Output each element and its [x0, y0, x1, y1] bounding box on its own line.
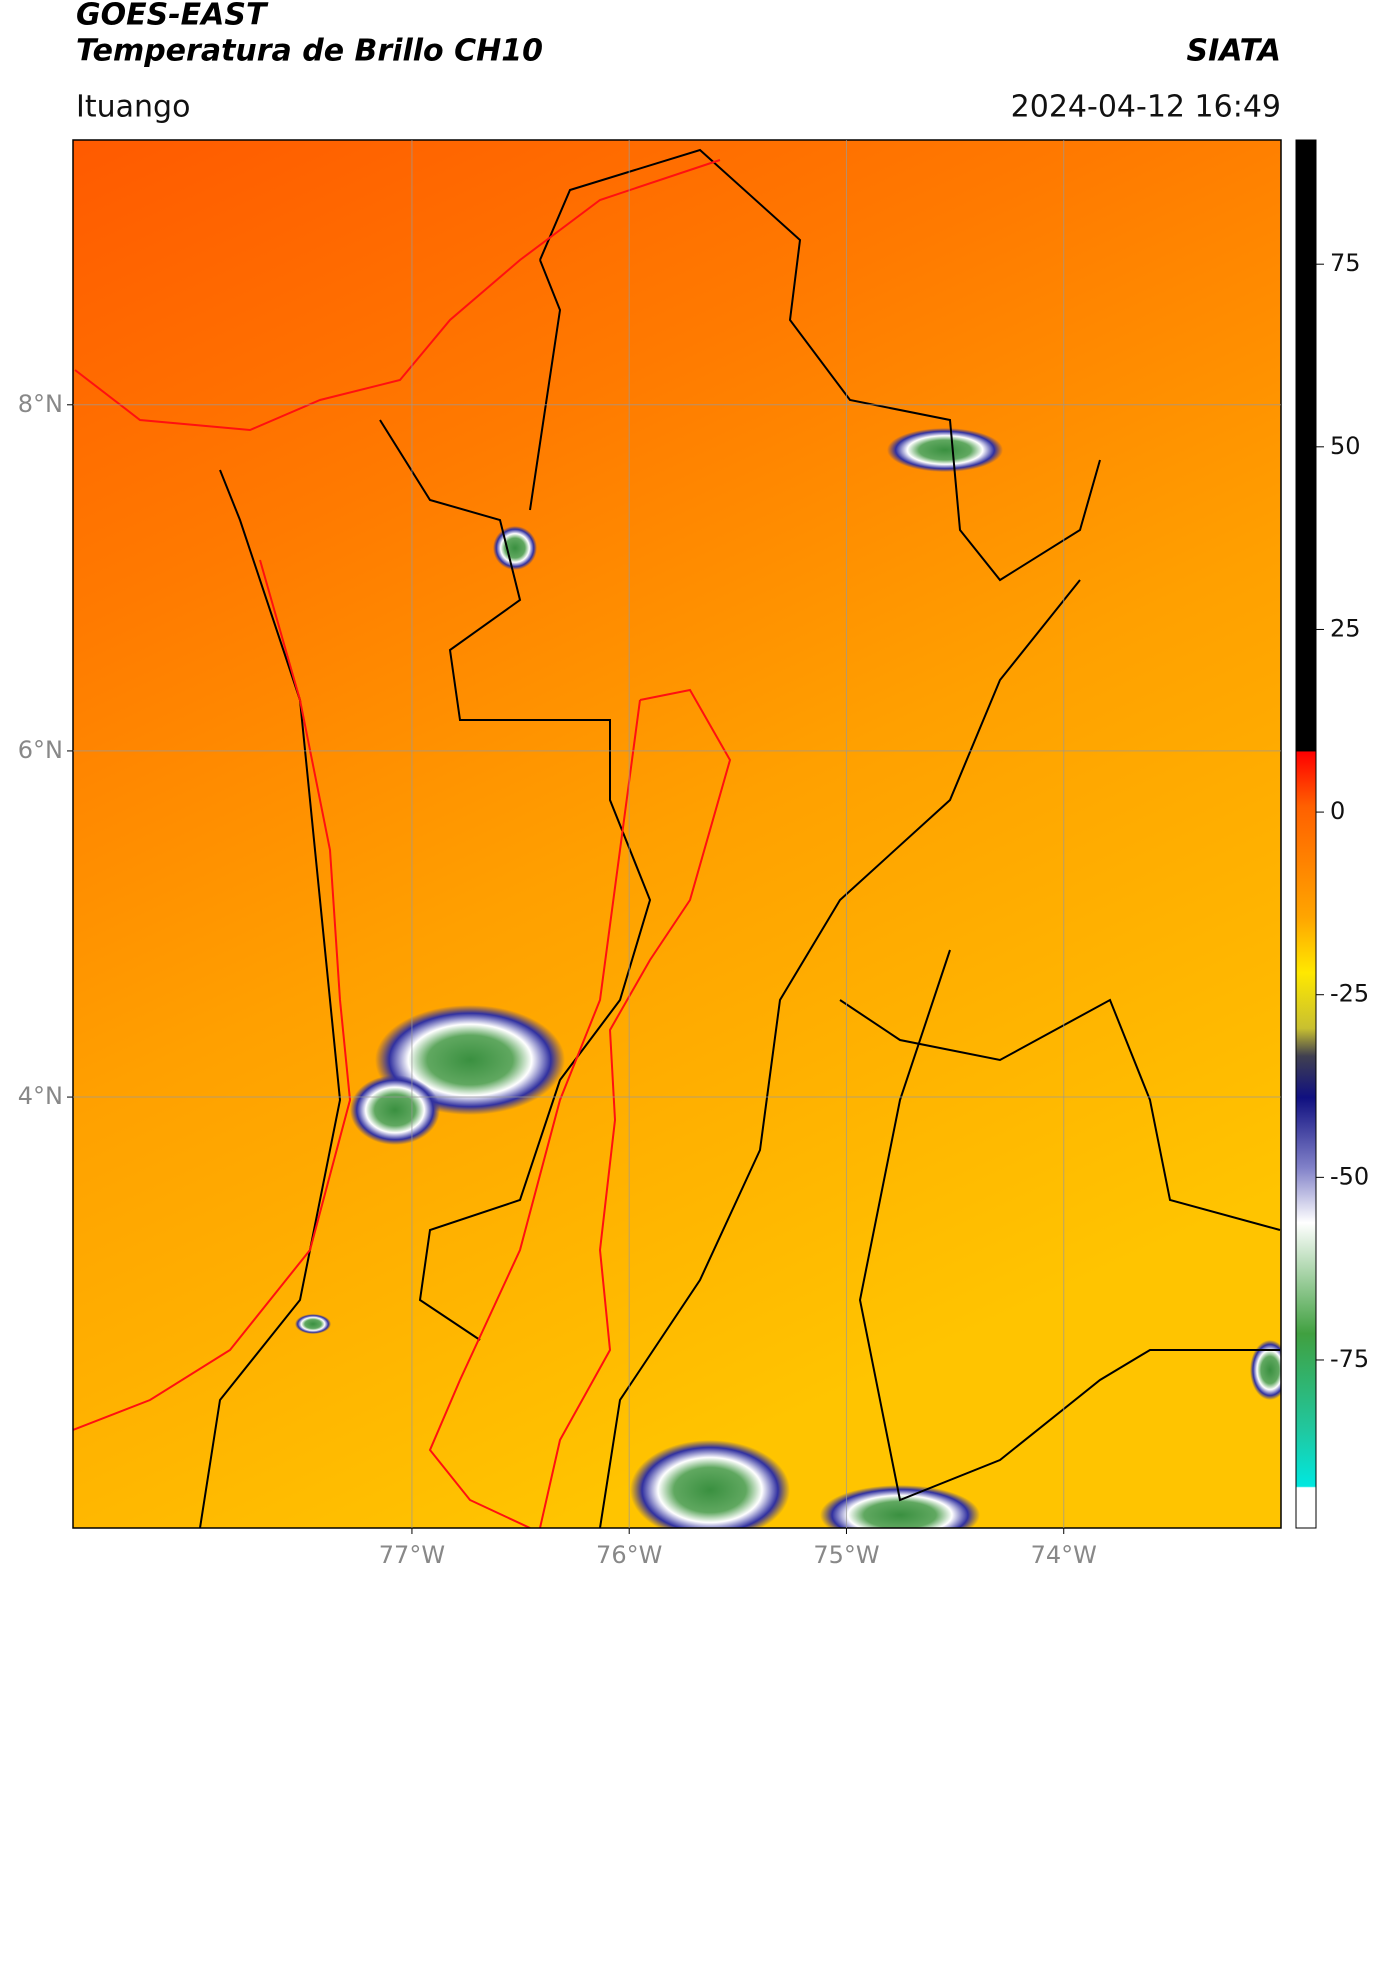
lon-label: 75°W — [813, 1541, 879, 1569]
boundary-red — [428, 699, 641, 1528]
map-background — [73, 140, 1281, 1528]
coast — [73, 559, 352, 1431]
colorbar-label: -75 — [1330, 1345, 1369, 1373]
boundary — [599, 579, 1081, 1528]
boundary-red — [539, 688, 732, 1528]
title: GOES-EAST — [76, 0, 269, 33]
colorbar — [1295, 139, 1317, 1529]
lat-label: 8°N — [18, 390, 63, 418]
cloud — [1250, 1340, 1281, 1400]
map-frame — [72, 139, 1282, 1529]
boundary — [379, 419, 652, 1341]
lat-label: 6°N — [18, 736, 63, 764]
colorbar-label: 75 — [1330, 249, 1361, 277]
cloud — [887, 428, 1003, 472]
cloud — [820, 1485, 980, 1528]
boundary — [839, 998, 1281, 1231]
location: Ituango — [76, 90, 190, 125]
cloud — [295, 1314, 331, 1334]
boundary — [858, 949, 1280, 1502]
cloud — [630, 1440, 790, 1528]
lon-label: 76°W — [596, 1541, 662, 1569]
lon-label: 74°W — [1031, 1541, 1097, 1569]
datetime: 2024-04-12 16:49 — [1011, 90, 1281, 125]
cloud — [493, 526, 537, 570]
map — [73, 140, 1281, 1528]
colorbar-label: 50 — [1330, 432, 1361, 460]
subtitle: Temperatura de Brillo CH10 — [76, 34, 543, 69]
boundary — [539, 148, 1101, 582]
lon-label: 77°W — [379, 1541, 445, 1569]
boundary — [199, 469, 342, 1528]
coast — [74, 159, 721, 432]
boundary — [529, 259, 562, 511]
colorbar-label: 25 — [1330, 614, 1361, 642]
lat-label: 4°N — [18, 1082, 63, 1110]
cloud — [350, 1075, 440, 1145]
colorbar-label: -25 — [1330, 980, 1369, 1008]
colorbar-label: -50 — [1330, 1162, 1369, 1190]
colorbar-label: 0 — [1330, 797, 1345, 825]
brand: SIATA — [1187, 34, 1281, 69]
